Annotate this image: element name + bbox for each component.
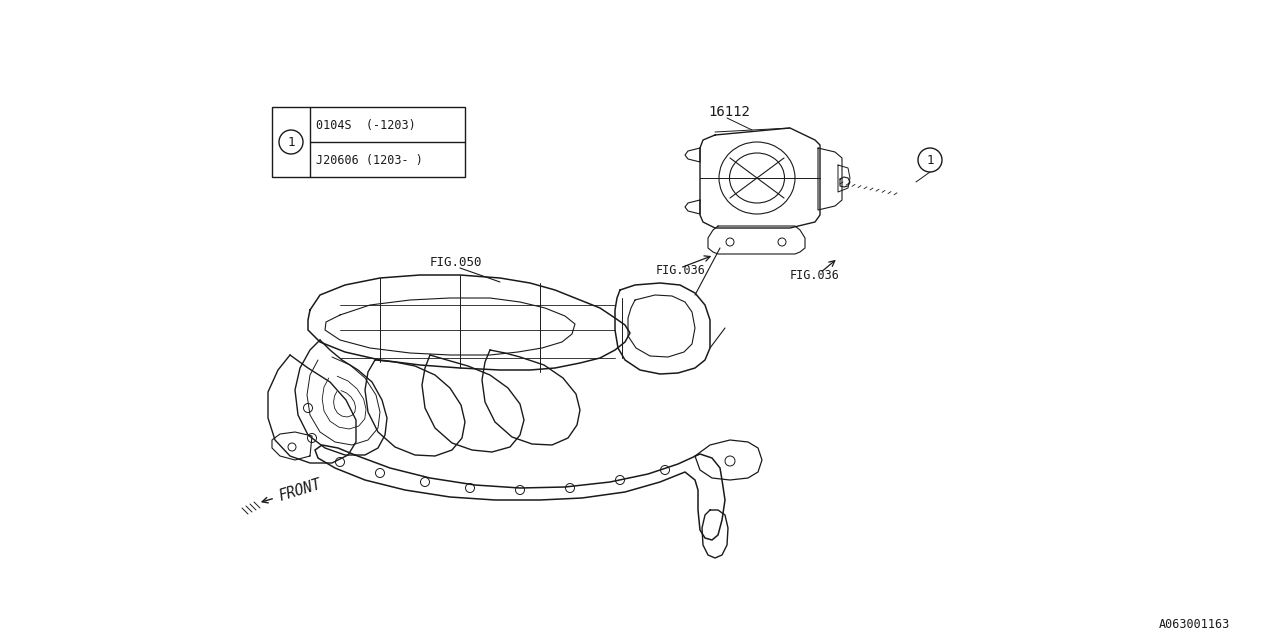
Text: FIG.050: FIG.050 (430, 255, 483, 269)
Bar (273, 107, 465, 177)
Text: FRONT: FRONT (276, 476, 323, 504)
Text: FIG.036: FIG.036 (790, 269, 840, 282)
Text: J20606 (1203- ): J20606 (1203- ) (316, 154, 422, 166)
Text: FIG.036: FIG.036 (657, 264, 705, 276)
Text: 1: 1 (287, 136, 294, 148)
Text: 16112: 16112 (708, 105, 750, 119)
Text: A063001163: A063001163 (1158, 618, 1230, 630)
Text: 1: 1 (927, 154, 933, 166)
Text: 0104S  (-1203): 0104S (-1203) (316, 118, 416, 131)
